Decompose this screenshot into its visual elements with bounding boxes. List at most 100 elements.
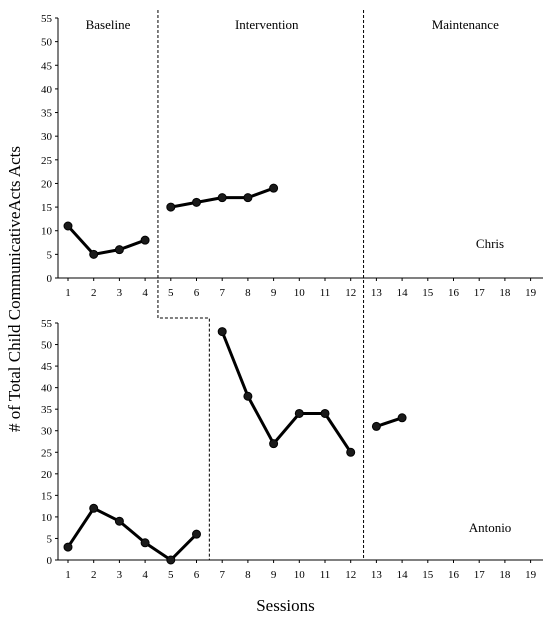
x-tick-label: 17 bbox=[474, 287, 486, 299]
data-point bbox=[140, 538, 150, 548]
phase-label-intervention: Intervention bbox=[235, 17, 299, 32]
x-tick-label: 3 bbox=[117, 287, 123, 299]
series-line-intervention bbox=[220, 331, 352, 454]
x-tick-label: 16 bbox=[448, 287, 460, 299]
x-tick-label: 13 bbox=[371, 287, 383, 299]
data-point bbox=[243, 391, 253, 401]
x-tick-label: 5 bbox=[168, 287, 174, 299]
x-tick-label: 19 bbox=[525, 287, 537, 299]
series-line-maintenance bbox=[375, 416, 403, 428]
x-tick-label: 19 bbox=[525, 569, 537, 581]
data-point bbox=[140, 235, 150, 245]
x-tick-label: 10 bbox=[294, 287, 306, 299]
phase-change-line-1 bbox=[157, 10, 210, 560]
x-axis-title: Sessions bbox=[256, 596, 315, 615]
data-point bbox=[192, 197, 201, 207]
figure-labels: # of Total Child CommunicativeActs Acts … bbox=[5, 146, 315, 615]
y-tick-label: 15 bbox=[41, 202, 53, 214]
y-tick-label: 45 bbox=[41, 361, 53, 373]
x-tick-label: 11 bbox=[320, 287, 331, 299]
data-point bbox=[243, 193, 253, 203]
data-point bbox=[294, 408, 304, 418]
y-tick-label: 45 bbox=[41, 60, 53, 72]
y-tick-label: 0 bbox=[47, 555, 53, 567]
data-point bbox=[192, 529, 201, 539]
x-tick-label: 18 bbox=[499, 287, 511, 299]
data-point bbox=[63, 221, 73, 231]
phase-label-maintenance: Maintenance bbox=[432, 17, 499, 32]
participant-label: Chris bbox=[476, 236, 504, 251]
y-tick-label: 30 bbox=[41, 426, 53, 438]
y-tick-label: 40 bbox=[41, 84, 53, 96]
x-tick-label: 10 bbox=[294, 569, 306, 581]
x-tick-label: 15 bbox=[422, 287, 434, 299]
x-tick-label: 2 bbox=[91, 569, 97, 581]
y-tick-label: 20 bbox=[41, 178, 53, 190]
data-point bbox=[89, 503, 99, 513]
y-tick-label: 55 bbox=[41, 318, 53, 330]
x-tick-label: 14 bbox=[397, 287, 409, 299]
y-tick-label: 0 bbox=[47, 273, 53, 285]
data-point bbox=[269, 439, 279, 449]
x-tick-label: 4 bbox=[142, 569, 148, 581]
data-point bbox=[217, 327, 227, 337]
x-tick-label: 4 bbox=[142, 287, 148, 299]
x-tick-label: 1 bbox=[65, 569, 71, 581]
x-tick-label: 9 bbox=[271, 569, 277, 581]
x-tick-label: 2 bbox=[91, 287, 97, 299]
x-tick-label: 9 bbox=[271, 287, 277, 299]
y-tick-label: 20 bbox=[41, 469, 53, 481]
x-tick-label: 7 bbox=[219, 287, 225, 299]
x-tick-label: 6 bbox=[194, 287, 200, 299]
y-tick-label: 40 bbox=[41, 383, 53, 395]
y-tick-label: 50 bbox=[41, 37, 53, 49]
y-axis-title: # of Total Child CommunicativeActs Acts bbox=[5, 146, 24, 432]
phase-label-baseline: Baseline bbox=[86, 17, 131, 32]
x-tick-label: 16 bbox=[448, 569, 460, 581]
data-point bbox=[269, 183, 279, 193]
x-tick-label: 14 bbox=[397, 569, 409, 581]
data-point bbox=[371, 421, 381, 431]
y-tick-label: 5 bbox=[47, 249, 53, 261]
x-tick-label: 13 bbox=[371, 569, 383, 581]
x-tick-label: 15 bbox=[422, 569, 434, 581]
x-tick-label: 7 bbox=[219, 569, 225, 581]
x-tick-label: 11 bbox=[320, 569, 331, 581]
x-tick-label: 1 bbox=[65, 287, 71, 299]
x-tick-label: 8 bbox=[245, 569, 251, 581]
participant-label: Antonio bbox=[469, 520, 512, 535]
y-tick-label: 25 bbox=[41, 447, 53, 459]
x-tick-label: 12 bbox=[345, 569, 356, 581]
y-tick-label: 30 bbox=[41, 131, 53, 143]
x-tick-label: 6 bbox=[194, 569, 200, 581]
x-tick-label: 17 bbox=[474, 569, 486, 581]
data-point bbox=[346, 447, 356, 457]
data-point bbox=[89, 249, 99, 259]
y-tick-label: 55 bbox=[41, 13, 53, 25]
x-tick-label: 18 bbox=[499, 569, 511, 581]
x-tick-label: 12 bbox=[345, 287, 356, 299]
data-point bbox=[217, 193, 227, 203]
data-point bbox=[166, 555, 176, 565]
x-tick-label: 3 bbox=[117, 569, 123, 581]
y-tick-label: 15 bbox=[41, 490, 53, 502]
x-tick-label: 8 bbox=[245, 287, 251, 299]
data-point bbox=[63, 542, 73, 552]
y-tick-label: 25 bbox=[41, 155, 53, 167]
y-tick-label: 50 bbox=[41, 340, 53, 352]
series-line-baseline bbox=[66, 224, 146, 256]
y-tick-label: 10 bbox=[41, 226, 53, 238]
data-point bbox=[166, 202, 176, 212]
data-point bbox=[397, 413, 407, 423]
y-tick-label: 35 bbox=[41, 108, 53, 120]
data-point bbox=[114, 245, 124, 255]
y-tick-label: 5 bbox=[47, 533, 53, 545]
data-point bbox=[320, 408, 330, 418]
x-tick-label: 5 bbox=[168, 569, 174, 581]
y-tick-label: 35 bbox=[41, 404, 53, 416]
series-line-baseline bbox=[66, 506, 198, 562]
